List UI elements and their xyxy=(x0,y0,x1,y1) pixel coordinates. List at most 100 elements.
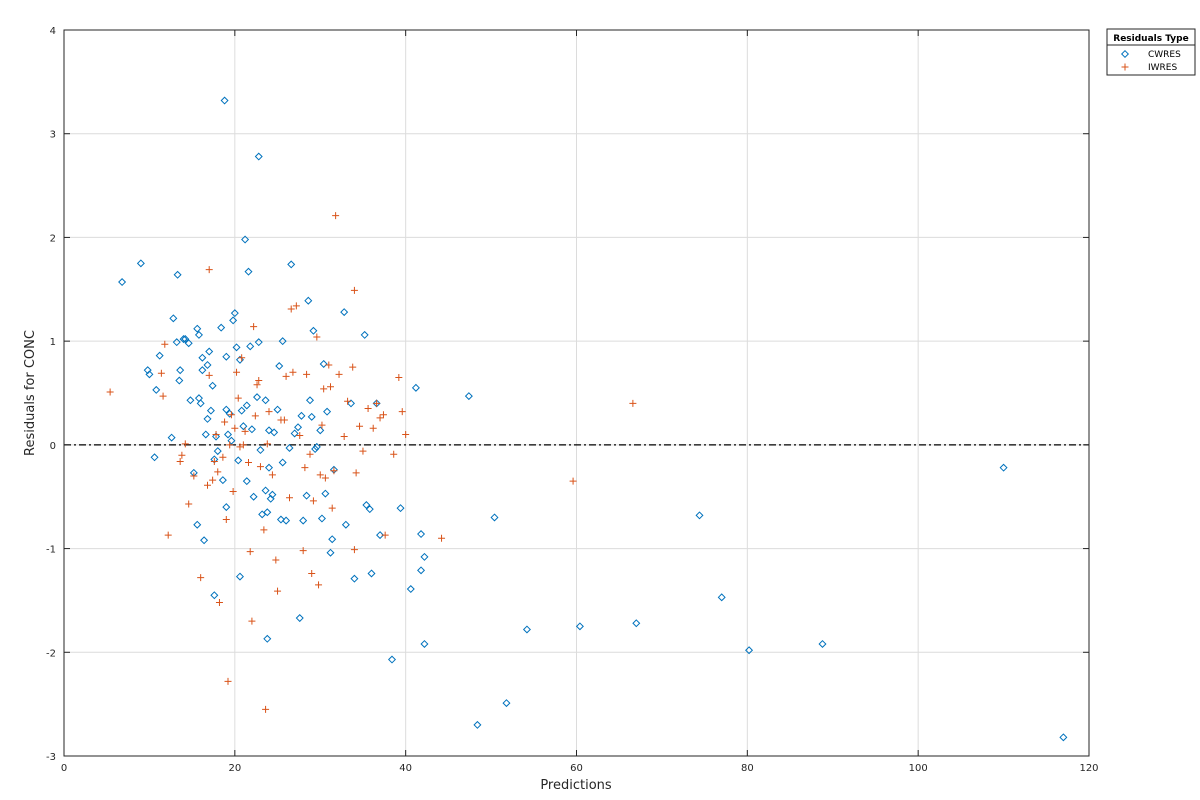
iwres-point xyxy=(287,305,295,313)
cwres-point xyxy=(282,516,291,525)
cwres-point xyxy=(420,639,429,648)
iwres-point xyxy=(248,617,256,625)
data-points xyxy=(106,96,1068,742)
cwres-point xyxy=(417,530,426,539)
iwres-point xyxy=(381,531,389,539)
cwres-point xyxy=(261,486,270,495)
iwres-point xyxy=(251,412,259,420)
cwres-point xyxy=(490,513,499,522)
iwres-point xyxy=(106,388,114,396)
iwres-point xyxy=(212,430,220,438)
cwres-point xyxy=(323,407,332,416)
cwres-point xyxy=(417,566,426,575)
cwres-point xyxy=(223,430,233,439)
cwres-point xyxy=(290,429,299,438)
cwres-point xyxy=(341,520,350,529)
iwres-point xyxy=(210,457,218,465)
iwres-point xyxy=(313,333,321,341)
iwres-point xyxy=(390,450,398,458)
iwres-point xyxy=(250,323,258,331)
iwres-point xyxy=(292,302,300,310)
iwres-point xyxy=(359,447,367,455)
cwres-point xyxy=(253,393,262,402)
iwres-point xyxy=(221,418,229,426)
cwres-point xyxy=(294,423,303,432)
cwres-point xyxy=(193,520,202,529)
cwres-point xyxy=(304,296,313,305)
iwres-point xyxy=(263,440,271,448)
cwres-point xyxy=(222,405,231,414)
cwres-point xyxy=(346,399,356,408)
cwres-point xyxy=(196,399,205,408)
iwres-point xyxy=(215,599,223,607)
iwres-point xyxy=(226,441,234,449)
cwres-point xyxy=(311,444,320,454)
cwres-point xyxy=(312,442,321,451)
iwres-point xyxy=(234,394,242,402)
iwres-point xyxy=(349,363,357,371)
cwres-point xyxy=(181,335,190,344)
cwres-point xyxy=(152,385,161,394)
cwres-point xyxy=(176,366,185,375)
iwres-point xyxy=(222,516,230,524)
iwres-point xyxy=(289,368,297,376)
cwres-point xyxy=(218,476,227,485)
cwres-point xyxy=(241,235,250,244)
cwres-point xyxy=(360,330,369,339)
cwres-point xyxy=(169,314,178,323)
y-tick-label: -3 xyxy=(46,752,56,763)
iwres-point xyxy=(214,468,222,476)
cwres-point xyxy=(999,463,1008,472)
iwres-point xyxy=(272,556,280,564)
iwres-point xyxy=(197,574,205,582)
iwres-point xyxy=(255,377,263,385)
cwres-point xyxy=(172,338,181,347)
cwres-point xyxy=(473,720,482,729)
iwres-point xyxy=(227,411,235,419)
cwres-point xyxy=(193,324,202,333)
iwres-point xyxy=(239,441,247,449)
iwres-point xyxy=(306,450,314,458)
cwres-point xyxy=(396,504,405,513)
y-tick-label: -1 xyxy=(46,545,56,556)
cwres-point xyxy=(575,622,584,631)
cwres-point xyxy=(145,370,154,379)
cwres-point xyxy=(205,347,214,356)
cwres-point xyxy=(249,492,258,501)
cwres-point xyxy=(254,152,263,161)
iwres-point xyxy=(315,581,323,589)
iwres-point xyxy=(159,392,167,400)
iwres-point xyxy=(204,481,211,489)
cwres-point xyxy=(206,406,215,415)
cwres-point xyxy=(278,337,287,346)
cwres-point xyxy=(302,491,311,500)
cwres-point xyxy=(502,699,511,708)
iwres-point xyxy=(344,397,352,405)
iwres-point xyxy=(303,370,311,378)
iwres-point xyxy=(438,534,446,542)
y-tick-label: 3 xyxy=(50,130,56,141)
cwres-point xyxy=(220,96,229,105)
iwres-point xyxy=(569,477,577,485)
cwres-point xyxy=(411,383,420,392)
cwres-point xyxy=(317,514,326,523)
cwres-point xyxy=(246,342,255,351)
cwres-point xyxy=(420,552,429,561)
cwres-point xyxy=(350,574,359,583)
cwres-point xyxy=(321,489,330,498)
y-tick-label: 2 xyxy=(50,233,56,244)
legend-marker-cwres xyxy=(1120,49,1130,59)
iwres-point xyxy=(299,547,307,555)
cwres-point xyxy=(309,326,318,335)
cwres-point xyxy=(406,585,415,594)
cwres-point xyxy=(213,447,222,456)
iwres-point xyxy=(330,467,338,475)
iwres-point xyxy=(327,383,334,391)
cwres-point xyxy=(179,335,188,344)
cwres-point xyxy=(242,477,251,486)
iwres-point xyxy=(185,500,193,508)
y-axis-label: Residuals for CONC xyxy=(23,330,38,456)
cwres-point xyxy=(297,411,306,420)
iwres-point xyxy=(231,424,239,432)
